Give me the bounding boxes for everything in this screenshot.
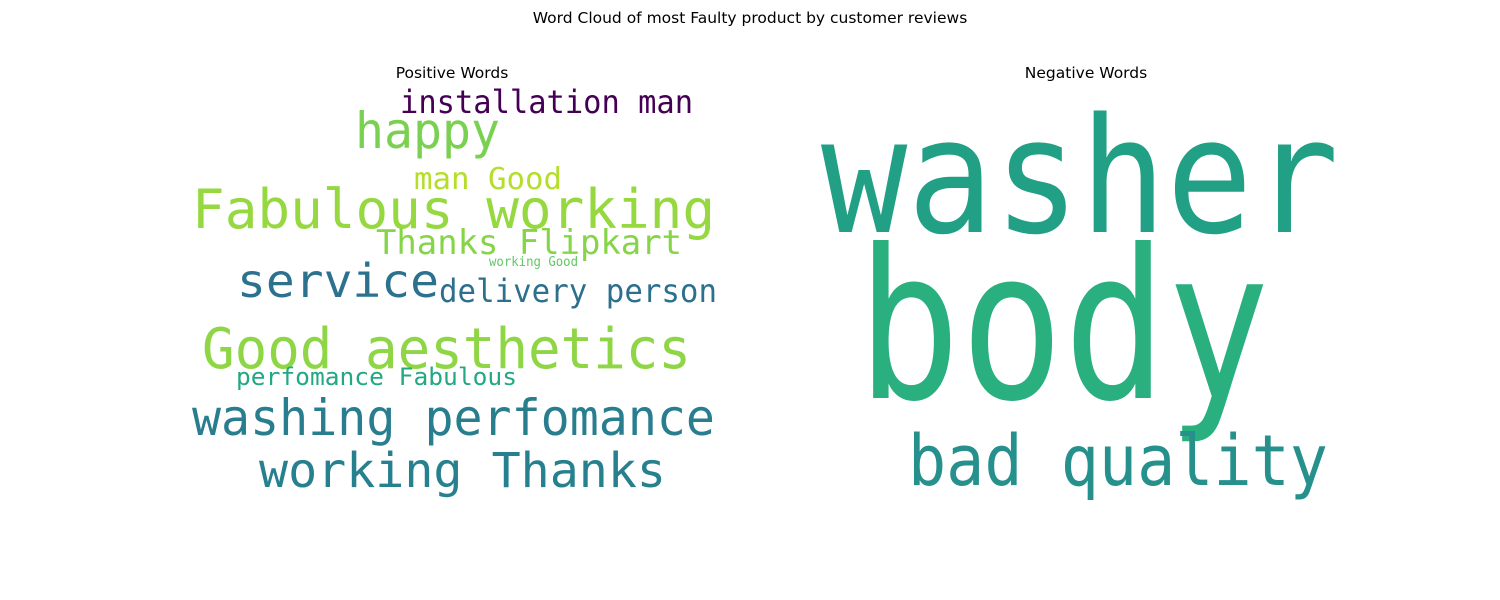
negative-words-title: Negative Words bbox=[1024, 64, 1148, 82]
word-perfomance-fabulous: perfomance Fabulous bbox=[236, 363, 517, 391]
word-washing-perfomance: washing perfomance bbox=[192, 389, 715, 447]
word-man-good: man Good bbox=[414, 162, 562, 197]
word-working-thanks: working Thanks bbox=[259, 443, 666, 499]
word-service: service bbox=[237, 254, 439, 308]
figure-title: Word Cloud of most Faulty product by cus… bbox=[532, 9, 968, 27]
word-happy: happy bbox=[355, 102, 500, 160]
word-washer: washer bbox=[821, 83, 1339, 270]
word-bad-quality: bad quality bbox=[908, 420, 1328, 502]
word-working-good: working Good bbox=[489, 255, 578, 270]
word-fabulous-working: Fabulous working bbox=[192, 178, 715, 241]
word-thanks-flipkart: Thanks Flipkart bbox=[376, 223, 682, 263]
positive-words-title: Positive Words bbox=[395, 64, 509, 82]
word-delivery-person: delivery person bbox=[439, 272, 717, 310]
word-body: body bbox=[857, 206, 1270, 448]
word-installation-man: installation man bbox=[400, 83, 693, 121]
word-good-aesthetics: Good aesthetics bbox=[202, 317, 691, 382]
